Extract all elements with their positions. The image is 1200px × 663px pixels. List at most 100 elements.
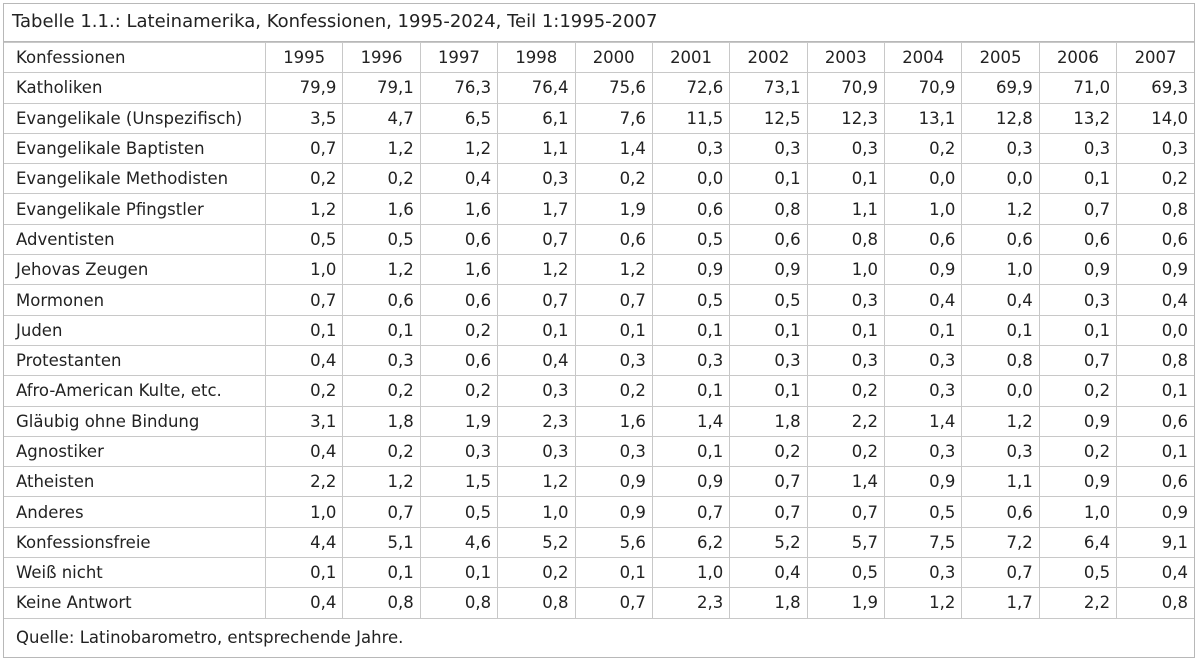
cell: 5,7 <box>806 526 886 559</box>
cell: 0,1 <box>419 557 499 589</box>
cell: 0,6 <box>419 223 499 256</box>
cell: 2,2 <box>264 466 344 498</box>
cell: 0,4 <box>883 284 963 316</box>
cell: 0,6 <box>883 223 963 256</box>
cell: 0,2 <box>1038 435 1118 468</box>
cell: 0,0 <box>651 163 731 195</box>
cell: 0,3 <box>574 435 653 468</box>
data-table: Konfessionen 1995 1996 1997 1998 2000 2001 2002… <box>4 41 1194 619</box>
cell: 6,5 <box>419 102 499 134</box>
cell: 0,7 <box>1038 344 1118 377</box>
cell: 0,1 <box>1038 314 1118 346</box>
cell: 0,2 <box>342 163 421 195</box>
cell: 0,9 <box>1038 405 1118 437</box>
cell: 0,0 <box>1116 314 1194 346</box>
cell: 0,1 <box>729 163 808 195</box>
cell: 0,1 <box>342 314 421 346</box>
cell: 1,0 <box>883 193 963 225</box>
cell: 0,6 <box>1116 223 1194 256</box>
cell: 0,2 <box>264 375 344 407</box>
cell: 79,9 <box>264 72 344 104</box>
cell: 0,4 <box>264 435 344 468</box>
table-row: Juden 0,1 0,1 0,2 0,1 0,1 0,1 0,1 0,1 0,1 0,1 0,1 0,… <box>4 314 1194 346</box>
cell: 0,8 <box>342 587 421 619</box>
cell: 0,2 <box>342 375 421 407</box>
table-title: Tabelle 1.1.: Lateinamerika, Konfessione… <box>4 4 1194 42</box>
cell: 0,0 <box>961 375 1040 407</box>
table-row: Konfessionsfreie 4,4 5,1 4,6 5,2 5,6 6,2 5,2 5,7… <box>4 526 1194 559</box>
cell: 0,2 <box>729 435 808 468</box>
cell: 0,2 <box>342 435 421 468</box>
column-header: 1995 <box>264 41 344 74</box>
cell: 0,8 <box>1116 587 1194 619</box>
cell: 1,6 <box>574 405 653 437</box>
cell: 5,1 <box>342 526 421 559</box>
cell: 4,6 <box>419 526 499 559</box>
cell: 79,1 <box>342 72 421 104</box>
cell: 0,1 <box>651 314 731 346</box>
cell: 0,7 <box>806 496 886 528</box>
cell: 0,1 <box>806 163 886 195</box>
row-label: Konfessionen <box>4 41 266 74</box>
cell: 1,2 <box>883 587 963 619</box>
cell: 0,8 <box>497 587 576 619</box>
cell: 0,5 <box>806 557 886 589</box>
cell: 69,9 <box>961 72 1040 104</box>
cell: 1,6 <box>419 254 499 286</box>
table-row: Keine Antwort 0,4 0,8 0,8 0,8 0,7 2,3 1,8 1,9 1,2… <box>4 587 1194 619</box>
cell: 0,6 <box>1038 223 1118 256</box>
cell: 1,2 <box>342 466 421 498</box>
cell: 0,5 <box>342 223 421 256</box>
cell: 11,5 <box>651 102 731 134</box>
column-header: 2002 <box>729 41 808 74</box>
cell: 0,9 <box>729 254 808 286</box>
row-label: Evangelikale Baptisten <box>4 132 266 165</box>
cell: 0,1 <box>961 314 1040 346</box>
cell: 5,2 <box>729 526 808 559</box>
cell: 0,9 <box>651 254 731 286</box>
row-label: Anderes <box>4 496 266 528</box>
cell: 0,4 <box>729 557 808 589</box>
cell: 0,2 <box>419 375 499 407</box>
cell: 0,7 <box>264 132 344 165</box>
row-label: Evangelikale Methodisten <box>4 163 266 195</box>
cell: 0,3 <box>806 132 886 165</box>
cell: 2,3 <box>497 405 576 437</box>
cell: 0,3 <box>497 163 576 195</box>
cell: 0,3 <box>1038 132 1118 165</box>
cell: 0,1 <box>497 314 576 346</box>
cell: 1,0 <box>1038 496 1118 528</box>
cell: 0,2 <box>1116 163 1194 195</box>
cell: 1,0 <box>497 496 576 528</box>
cell: 0,7 <box>342 496 421 528</box>
cell: 1,0 <box>264 254 344 286</box>
cell: 0,1 <box>729 375 808 407</box>
cell: 1,2 <box>961 405 1040 437</box>
cell: 0,3 <box>961 435 1040 468</box>
cell: 1,0 <box>264 496 344 528</box>
cell: 0,8 <box>729 193 808 225</box>
row-label: Protestanten <box>4 344 266 377</box>
cell: 0,3 <box>497 435 576 468</box>
cell: 1,2 <box>497 466 576 498</box>
cell: 75,6 <box>574 72 653 104</box>
cell: 1,1 <box>806 193 886 225</box>
cell: 0,8 <box>1116 193 1194 225</box>
cell: 14,0 <box>1116 102 1194 134</box>
cell: 0,1 <box>1038 163 1118 195</box>
cell: 0,5 <box>729 284 808 316</box>
cell: 0,9 <box>1038 466 1118 498</box>
cell: 0,9 <box>883 254 963 286</box>
cell: 3,5 <box>264 102 344 134</box>
cell: 13,1 <box>883 102 963 134</box>
cell: 0,3 <box>497 375 576 407</box>
cell: 0,6 <box>1116 405 1194 437</box>
cell: 0,7 <box>961 557 1040 589</box>
cell: 12,3 <box>806 102 886 134</box>
cell: 0,1 <box>883 314 963 346</box>
cell: 0,2 <box>574 375 653 407</box>
table-row: Agnostiker 0,4 0,2 0,3 0,3 0,3 0,1 0,2 0,2 0,3 0,3… <box>4 435 1194 468</box>
column-header: 1996 <box>342 41 421 74</box>
cell: 0,9 <box>1116 254 1194 286</box>
